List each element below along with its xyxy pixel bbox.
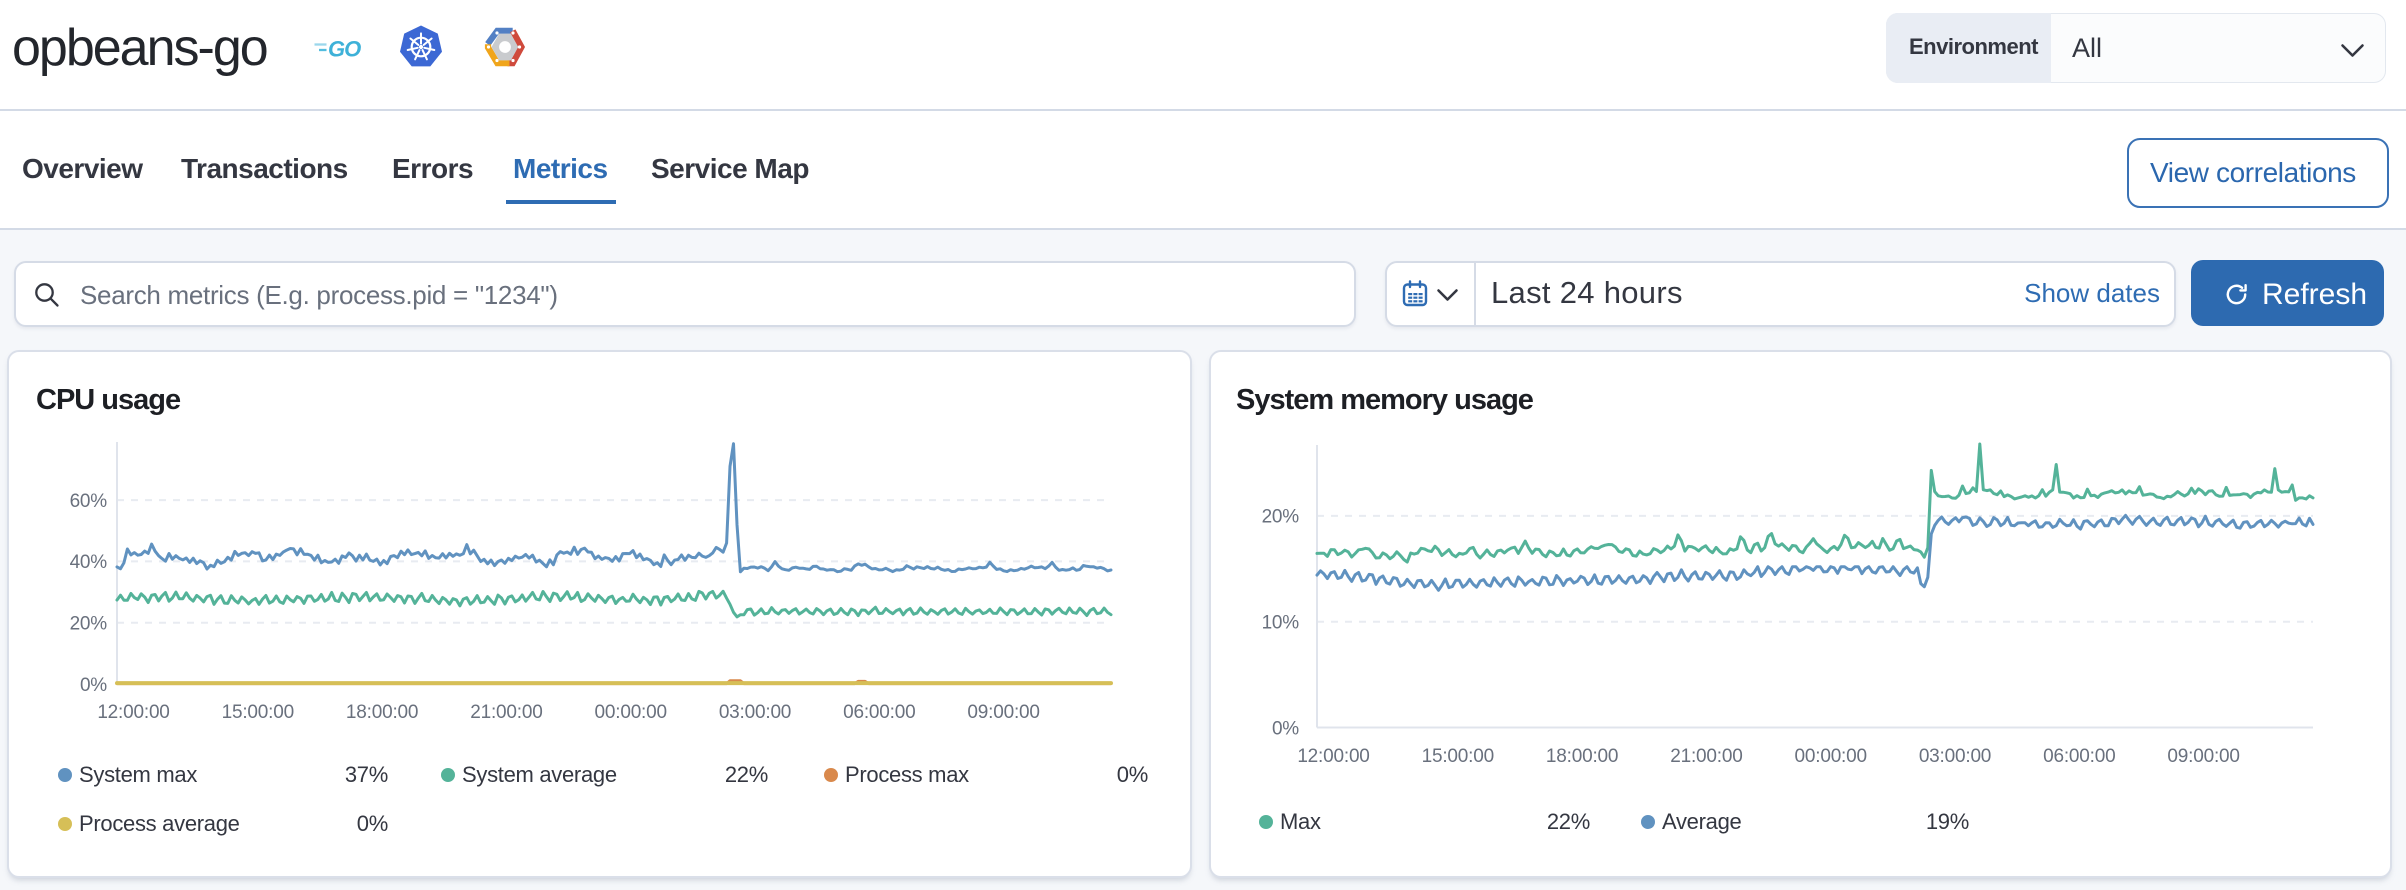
svg-text:00:00:00: 00:00:00	[1795, 746, 1867, 767]
svg-text:10%: 10%	[1262, 613, 1300, 634]
svg-text:GO: GO	[328, 37, 361, 62]
svg-text:12:00:00: 12:00:00	[97, 702, 169, 723]
svg-text:12:00:00: 12:00:00	[1297, 746, 1369, 767]
svg-text:06:00:00: 06:00:00	[2043, 746, 2115, 767]
svg-text:09:00:00: 09:00:00	[2167, 746, 2239, 767]
svg-text:20%: 20%	[70, 614, 108, 635]
svg-text:03:00:00: 03:00:00	[1919, 746, 1991, 767]
svg-text:18:00:00: 18:00:00	[346, 702, 418, 723]
svg-text:20%: 20%	[1262, 507, 1300, 528]
svg-text:0%: 0%	[80, 675, 107, 696]
svg-text:60%: 60%	[70, 491, 108, 512]
svg-text:03:00:00: 03:00:00	[719, 702, 791, 723]
svg-text:15:00:00: 15:00:00	[222, 702, 294, 723]
svg-text:00:00:00: 00:00:00	[595, 702, 667, 723]
svg-text:21:00:00: 21:00:00	[1670, 746, 1742, 767]
svg-text:21:00:00: 21:00:00	[470, 702, 542, 723]
svg-text:40%: 40%	[70, 552, 108, 573]
svg-text:18:00:00: 18:00:00	[1546, 746, 1618, 767]
svg-text:15:00:00: 15:00:00	[1422, 746, 1494, 767]
svg-text:06:00:00: 06:00:00	[843, 702, 915, 723]
svg-text:0%: 0%	[1272, 718, 1299, 739]
svg-text:09:00:00: 09:00:00	[967, 702, 1039, 723]
